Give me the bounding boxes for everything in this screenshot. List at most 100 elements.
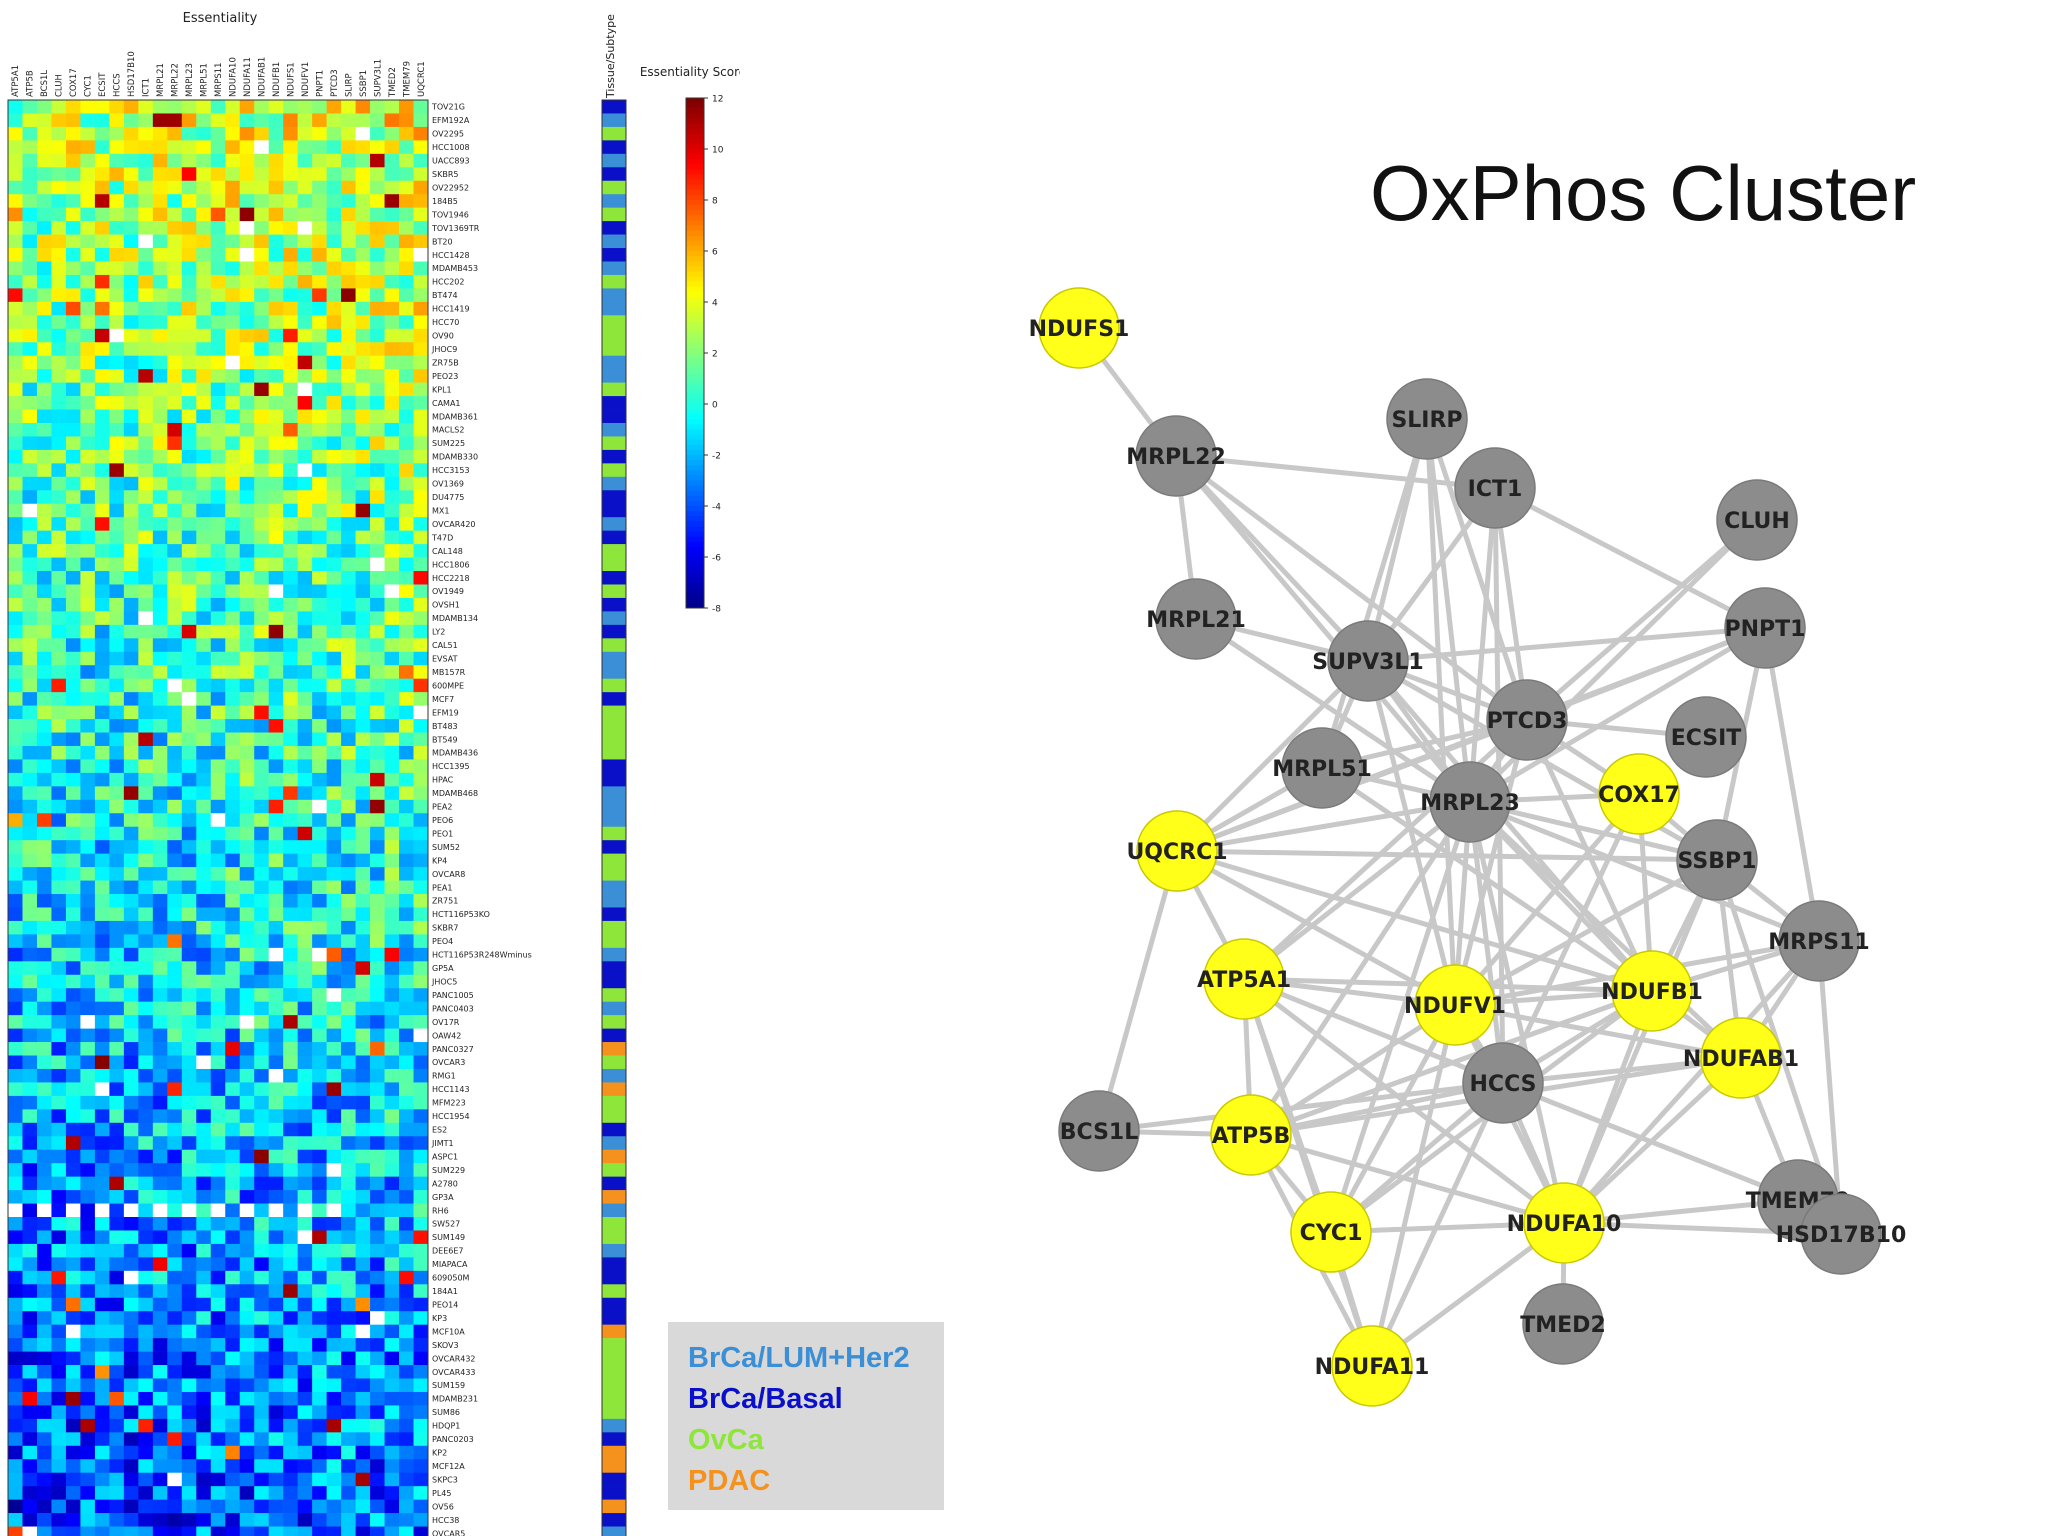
- heatmap-cell: [181, 1001, 197, 1016]
- heatmap-cell: [326, 894, 342, 908]
- heatmap-cell: [22, 100, 38, 114]
- heatmap-cell: [152, 153, 168, 168]
- heatmap-cell: [138, 544, 154, 558]
- heatmap-cell: [399, 1365, 414, 1379]
- heatmap-cell: [80, 1136, 96, 1151]
- heatmap-cell: [8, 557, 23, 572]
- cell-line-label: JIMT1: [431, 1139, 454, 1148]
- heatmap-cell: [94, 1190, 110, 1204]
- subtype-label: Tissue/Subtype: [604, 14, 617, 99]
- heatmap-cell: [384, 517, 400, 531]
- heatmap-cell: [65, 1432, 81, 1447]
- heatmap-cell: [399, 974, 414, 989]
- heatmap-cell: [225, 665, 241, 679]
- heatmap-cell: [370, 517, 385, 531]
- heatmap-cell: [152, 813, 168, 828]
- heatmap-cell: [196, 1418, 212, 1433]
- heatmap-cell: [225, 261, 241, 276]
- heatmap-cell: [355, 584, 371, 599]
- heatmap-cell: [138, 1365, 154, 1379]
- heatmap-cell: [413, 705, 429, 720]
- heatmap-cell: [370, 180, 385, 195]
- heatmap-cell: [413, 853, 429, 868]
- heatmap-cell: [225, 920, 241, 935]
- heatmap-cell: [51, 1042, 67, 1056]
- colorbar-segment: [686, 358, 704, 364]
- heatmap-cell: [355, 449, 371, 464]
- subtype-cell: [602, 1203, 626, 1218]
- heatmap-cell: [36, 126, 52, 141]
- subtype-cell: [602, 759, 626, 774]
- heatmap-cell: [312, 692, 327, 706]
- subtype-cell: [602, 315, 626, 330]
- heatmap-cell: [312, 678, 327, 693]
- heatmap-cell: [167, 248, 183, 262]
- heatmap-cell: [36, 490, 52, 505]
- cell-line-label: MDAMB468: [432, 789, 478, 798]
- heatmap-cell: [181, 961, 197, 976]
- heatmap-cell: [254, 705, 269, 720]
- heatmap-cell: [254, 1338, 269, 1352]
- heatmap-cell: [413, 584, 429, 599]
- heatmap-cell: [210, 396, 226, 410]
- heatmap-cell: [384, 1109, 400, 1124]
- heatmap-cell: [283, 571, 298, 585]
- heatmap-cell: [196, 1526, 212, 1536]
- colorbar-segment: [686, 398, 704, 405]
- heatmap-cell: [297, 328, 313, 343]
- heatmap-cell: [22, 126, 38, 141]
- heatmap-cell: [138, 248, 154, 262]
- heatmap-cell: [181, 880, 197, 895]
- cell-line-label: MACLS2: [432, 426, 464, 435]
- heatmap-cell: [399, 1042, 414, 1056]
- heatmap-cell: [196, 1351, 212, 1366]
- heatmap-cell: [297, 853, 313, 868]
- heatmap-cell: [138, 490, 154, 505]
- heatmap-cell: [268, 1028, 284, 1043]
- heatmap-cell: [167, 288, 183, 303]
- heatmap-cell: [210, 248, 226, 262]
- heatmap-cell: [167, 1217, 183, 1231]
- heatmap-title: Essentiality: [183, 11, 258, 26]
- heatmap-cell: [51, 180, 67, 195]
- subtype-cell: [602, 1217, 626, 1231]
- heatmap-cell: [341, 1203, 356, 1218]
- heatmap-cell: [239, 1176, 255, 1191]
- heatmap-cell: [312, 153, 327, 168]
- heatmap-cell: [167, 1351, 183, 1366]
- heatmap-cell: [413, 1243, 429, 1258]
- heatmap-cell: [123, 100, 139, 114]
- heatmap-cell: [225, 503, 241, 518]
- cell-line-label: CAL148: [432, 547, 463, 556]
- heatmap-cell: [109, 920, 125, 935]
- heatmap-cell: [65, 584, 81, 599]
- heatmap-cell: [80, 772, 96, 787]
- heatmap-cell: [225, 974, 241, 989]
- heatmap-cell: [355, 1459, 371, 1474]
- heatmap-cell: [239, 355, 255, 370]
- node-label: NDUFB1: [1601, 980, 1703, 1005]
- heatmap-cell: [254, 234, 269, 249]
- heatmap-cell: [297, 1001, 313, 1016]
- heatmap-cell: [80, 288, 96, 303]
- heatmap-cell: [51, 248, 67, 262]
- heatmap-cell: [384, 382, 400, 397]
- heatmap-cell: [65, 248, 81, 262]
- heatmap-cell: [123, 1297, 139, 1312]
- heatmap-cell: [181, 1109, 197, 1124]
- heatmap-cell: [312, 261, 327, 276]
- heatmap-cell: [152, 1149, 168, 1164]
- heatmap-cell: [225, 907, 241, 922]
- heatmap-cell: [109, 907, 125, 922]
- heatmap-cell: [413, 100, 429, 114]
- network-edge: [1562, 939, 1821, 1225]
- heatmap-cell: [254, 274, 269, 289]
- heatmap-cell: [341, 221, 356, 235]
- heatmap-cell: [138, 1122, 154, 1137]
- heatmap-cell: [254, 449, 269, 464]
- heatmap-cell: [94, 1230, 110, 1245]
- heatmap-cell: [225, 1391, 241, 1406]
- heatmap-cell: [254, 382, 269, 397]
- heatmap-cell: [152, 1432, 168, 1447]
- heatmap-cell: [399, 1284, 414, 1299]
